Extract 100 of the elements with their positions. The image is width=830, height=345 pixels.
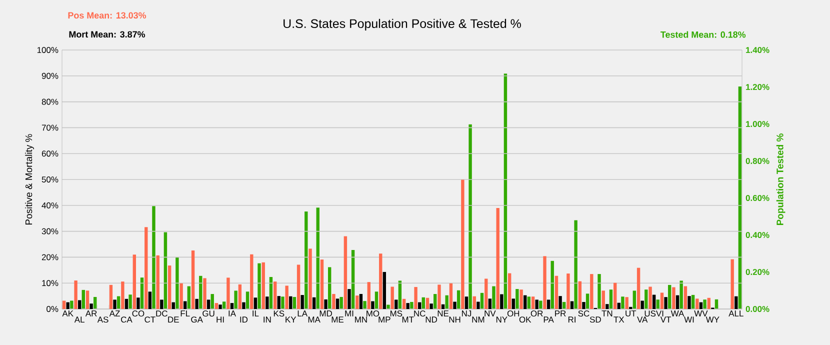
y2-tick-label: 0.40%	[746, 232, 770, 238]
x-tick-label: MT	[402, 316, 414, 322]
bar	[254, 298, 258, 309]
bar	[344, 236, 348, 309]
x-tick-label: FL	[180, 310, 190, 316]
bar	[250, 254, 254, 309]
text: Mort Mean: 3.87%	[69, 31, 146, 38]
y2-tick-label: 0.60%	[746, 195, 770, 201]
y-tick-label: 20%	[42, 254, 58, 260]
bar	[94, 296, 97, 309]
text: Tested Mean: 0.18%	[660, 31, 746, 38]
x-tick-label: GA	[191, 316, 203, 323]
bar	[246, 292, 250, 309]
bar	[504, 74, 508, 309]
bar	[172, 302, 175, 309]
bar	[312, 297, 316, 309]
x-tick-label: WV	[694, 310, 708, 316]
bar	[496, 208, 500, 309]
x-tick-label: OH	[507, 310, 520, 317]
x-tick-label: NC	[414, 310, 426, 317]
x-tick-label: KS	[274, 310, 284, 317]
bar	[734, 296, 738, 309]
y-tick-label: 70%	[42, 124, 58, 131]
x-tick-label: KY	[286, 316, 296, 322]
bar	[414, 286, 418, 309]
x-tick-label: MO	[366, 310, 380, 317]
bar	[374, 292, 378, 309]
x-tick-label: DC	[156, 310, 168, 317]
bar	[738, 86, 742, 309]
bar	[144, 227, 148, 309]
x-tick-label: NJ	[462, 310, 472, 316]
y-tick-label: 100%	[37, 47, 58, 53]
x-tick-label: TX	[614, 316, 624, 322]
x-tick-label: CA	[121, 316, 132, 323]
y2-tick-label: 1.20%	[746, 84, 770, 90]
x-tick-label: WI	[684, 316, 694, 322]
bar	[546, 300, 550, 309]
bar	[324, 299, 328, 309]
x-tick-label: VA	[637, 316, 648, 322]
y-tick-label: 0%	[46, 306, 58, 312]
x-tick-label: NY	[496, 316, 508, 322]
bar	[570, 301, 574, 309]
y2-tick-label: 0.80%	[746, 158, 770, 164]
x-tick-label: RI	[568, 316, 576, 322]
bar	[464, 296, 468, 309]
x-tick-label: MS	[390, 310, 402, 317]
x-tick-label: MI	[345, 310, 354, 316]
bar	[132, 254, 136, 309]
y-axis-title: Positive & Mortality %	[25, 134, 34, 224]
bar	[386, 304, 390, 309]
bar	[636, 268, 640, 309]
x-tick-label: NE	[438, 310, 449, 316]
x-tick-label: IN	[264, 316, 271, 322]
bar	[367, 282, 370, 309]
text: Pos Mean: 13.03%	[68, 12, 146, 19]
bar	[382, 272, 386, 309]
bar	[578, 281, 582, 309]
bar	[379, 254, 382, 309]
x-tick-label: WY	[706, 316, 720, 322]
bar	[109, 284, 113, 309]
y-tick-label: 90%	[42, 72, 58, 79]
bar	[351, 250, 355, 309]
x-tick-label: ME	[332, 316, 344, 322]
x-tick-label: ALL	[728, 310, 744, 316]
bar	[296, 264, 300, 309]
y-tick-label: 10%	[42, 280, 58, 286]
x-tick-label: VT	[660, 316, 672, 322]
y2-tick-label: 1.40%	[746, 47, 770, 53]
y-tick-label: 40%	[42, 202, 58, 208]
x-tick-label: USVI	[644, 310, 664, 317]
y2-tick-label: 0.20%	[746, 269, 770, 275]
bar	[461, 180, 464, 309]
x-tick-label: NM	[472, 316, 484, 322]
x-tick-label: OK	[519, 316, 532, 323]
bar	[160, 300, 164, 309]
x-tick-label: UT	[626, 310, 636, 316]
bar	[472, 296, 476, 309]
x-tick-label: NV	[484, 310, 496, 316]
x-tick-label: WA	[670, 310, 684, 316]
chart-title: U.S. States Population Positive & Tested %	[284, 18, 521, 30]
bar	[606, 304, 609, 309]
x-tick-label: AS	[97, 316, 108, 323]
bar	[121, 282, 124, 309]
bar	[730, 259, 734, 309]
bar	[508, 273, 512, 309]
bar	[566, 274, 570, 309]
x-tick-label: MN	[355, 316, 367, 322]
bar	[148, 292, 152, 309]
x-tick-label: LA	[298, 310, 308, 316]
bar	[316, 208, 320, 309]
x-tick-label: CO	[132, 310, 144, 317]
y2-tick-label: 1.00%	[746, 121, 770, 127]
x-tick-label: IL	[252, 310, 259, 316]
x-tick-label: AL	[74, 316, 84, 322]
y-tick-label: 60%	[42, 150, 58, 157]
x-tick-label: SC	[578, 310, 590, 317]
bar	[300, 295, 304, 309]
x-tick-label: MP	[378, 316, 390, 322]
x-tick-label: OR	[530, 310, 543, 317]
x-tick-label: ID	[240, 316, 248, 322]
